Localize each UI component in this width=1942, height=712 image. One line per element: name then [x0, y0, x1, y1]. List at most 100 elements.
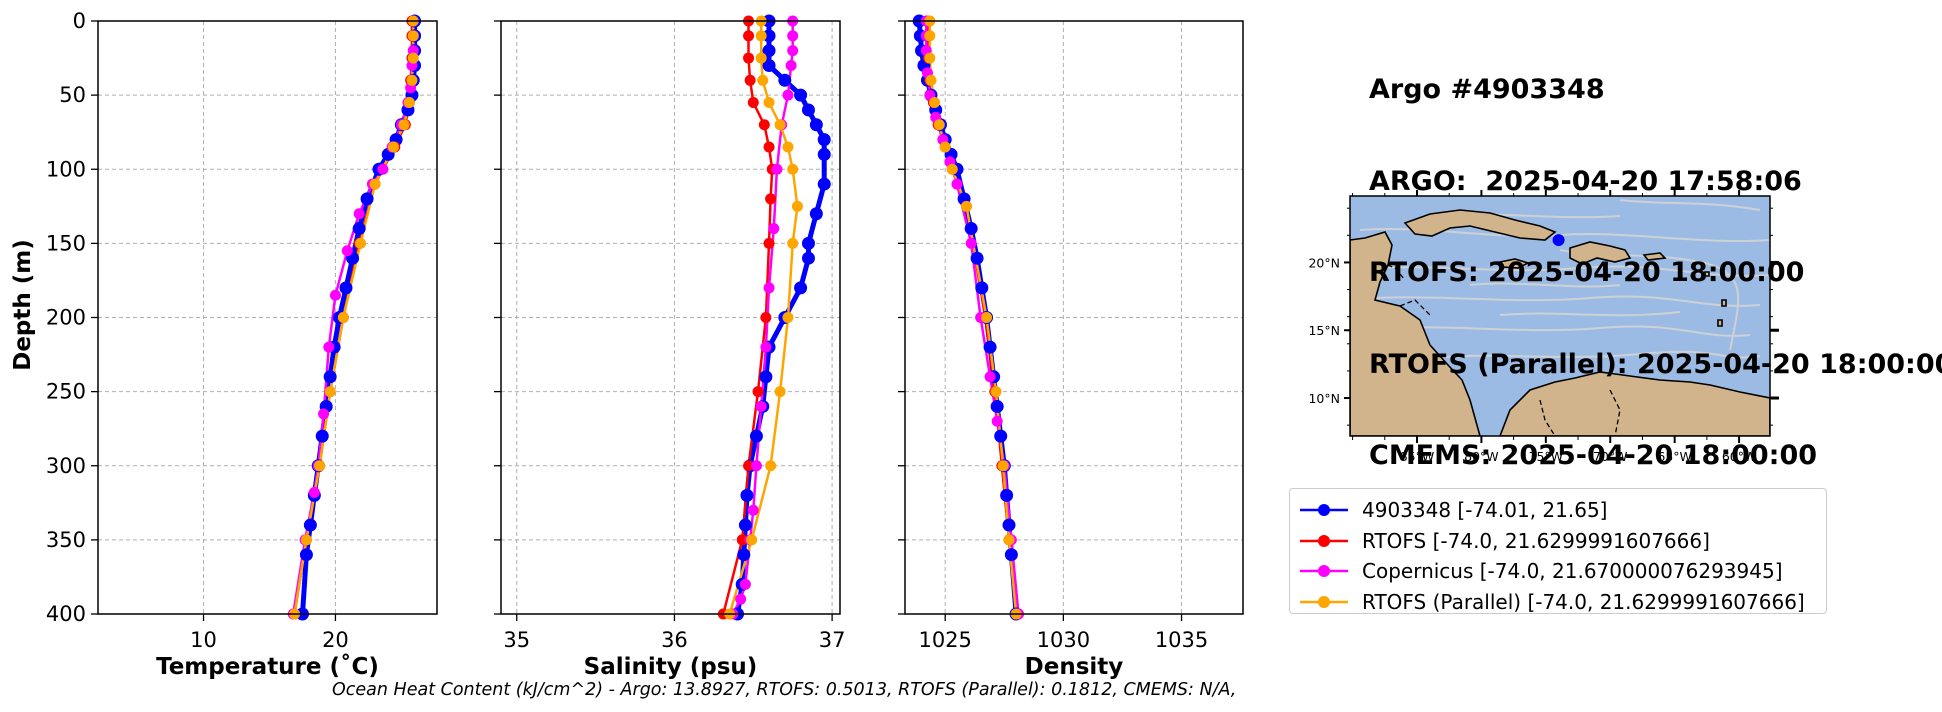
- argo-point: [990, 399, 1004, 413]
- copernicus-point: [323, 341, 335, 353]
- argo-point: [794, 88, 808, 102]
- copernicus-point: [329, 289, 341, 301]
- rtofs-point: [743, 52, 755, 64]
- argo-point: [1000, 488, 1014, 502]
- copernicus-point: [787, 45, 799, 57]
- rtofs-point: [758, 119, 770, 131]
- argo-point: [323, 370, 337, 384]
- x-tick-label: 1025: [918, 628, 971, 652]
- argo-point: [970, 251, 984, 265]
- rtofs-parallel-point: [924, 30, 936, 42]
- argo-point: [315, 429, 329, 443]
- rtofs-parallel-point: [369, 178, 381, 190]
- copernicus-point: [771, 163, 783, 175]
- legend-marker-argo: [1300, 504, 1348, 517]
- copernicus-point: [341, 245, 353, 257]
- legend: 4903348 [-74.01, 21.65] RTOFS [-74.0, 21…: [1289, 488, 1827, 614]
- title-line-float-id: Argo #4903348: [1369, 74, 1605, 105]
- rtofs-parallel-point: [946, 163, 958, 175]
- rtofs-point: [747, 97, 759, 109]
- map-lat-label: 20°N: [1308, 255, 1340, 270]
- rtofs-parallel-point: [787, 163, 799, 175]
- copernicus-point: [768, 223, 780, 235]
- rtofs-point: [763, 141, 775, 153]
- rtofs-parallel-point: [300, 534, 312, 546]
- argo-point: [759, 370, 773, 384]
- rtofs-parallel-point: [929, 97, 941, 109]
- copernicus-point: [760, 341, 772, 353]
- copernicus-point: [787, 30, 799, 42]
- y-tick-label: 300: [46, 454, 86, 478]
- copernicus-point: [747, 504, 759, 516]
- y-tick-label: 100: [46, 157, 86, 181]
- map-lon-label: 85°W: [1400, 449, 1435, 464]
- argo-point: [983, 340, 997, 354]
- argo-point: [794, 281, 808, 295]
- map-lon-label: 65°W: [1657, 449, 1692, 464]
- rtofs-point: [752, 386, 764, 398]
- rtofs-parallel-point: [774, 119, 786, 131]
- y-tick-label: 0: [73, 9, 86, 33]
- map-lon-label: 70°W: [1593, 449, 1628, 464]
- rtofs-parallel-point: [782, 141, 794, 153]
- ocean-heat-content-footer: Ocean Heat Content (kJ/cm^2) - Argo: 13.…: [332, 680, 1237, 700]
- density-chart: 1025 1030 1035 Density: [898, 14, 1244, 680]
- title-line-rtofs-parallel-time: RTOFS (Parallel): 2025-04-20 18:00:00: [1369, 348, 1942, 380]
- legend-item-rtofs: RTOFS [-74.0, 21.6299991607666]: [1298, 526, 1818, 557]
- y-tick-label: 400: [46, 602, 86, 626]
- rtofs-parallel-point: [981, 312, 993, 323]
- x-tick-label: 36: [661, 628, 688, 652]
- rtofs-parallel-point: [933, 119, 945, 131]
- argo-point: [809, 118, 823, 132]
- argo-point: [801, 251, 815, 265]
- y-tick-label: 50: [59, 83, 86, 107]
- rtofs-parallel-point: [314, 460, 326, 472]
- salinity-chart: 35 36 37 Salinity (psu): [494, 14, 846, 680]
- y-axis-label: Depth (m): [10, 239, 36, 371]
- rtofs-parallel-point: [939, 141, 951, 153]
- map-lon-label: 75°W: [1529, 449, 1564, 464]
- legend-item-copernicus: Copernicus [-74.0, 21.670000076293945]: [1298, 556, 1818, 587]
- rtofs-parallel-point: [757, 74, 769, 86]
- rtofs-parallel-point: [387, 141, 399, 153]
- rtofs-point: [736, 534, 748, 546]
- argo-float-marker: [1552, 234, 1565, 247]
- x-tick-label: 1035: [1155, 628, 1208, 652]
- argo-point: [740, 488, 754, 502]
- legend-label-copernicus: Copernicus [-74.0, 21.670000076293945]: [1362, 559, 1783, 584]
- copernicus-point: [991, 415, 1003, 427]
- argo-point: [1002, 518, 1016, 532]
- argo-point: [749, 429, 763, 443]
- rtofs-parallel-point: [324, 386, 336, 398]
- legend-marker-copernicus: [1300, 565, 1348, 578]
- argo-point: [809, 207, 823, 221]
- argo-point: [1004, 548, 1018, 562]
- argo-point: [964, 222, 978, 236]
- rtofs-point: [743, 460, 755, 472]
- x-tick-label: 35: [503, 628, 530, 652]
- argo-point: [817, 133, 831, 147]
- rtofs-parallel-point: [791, 200, 803, 212]
- argo-point: [762, 44, 776, 58]
- copernicus-point: [308, 486, 320, 498]
- map-ticks: 85°W 80°W 75°W 70°W 65°W 60°W 20°N 15°N 10°N: [1308, 190, 1779, 464]
- figure-title: Argo #4903348 ARGO: 2025-04-20 17:58:06 …: [1369, 14, 1942, 502]
- copernicus-point: [965, 237, 977, 249]
- y-tick-label: 200: [46, 306, 86, 330]
- rtofs-point: [743, 30, 755, 42]
- title-line-rtofs-time: RTOFS: 2025-04-20 18:00:00: [1369, 257, 1805, 288]
- argo-point: [737, 548, 751, 562]
- copernicus-point: [353, 208, 365, 220]
- copernicus-point: [984, 371, 996, 383]
- argo-point: [299, 548, 313, 562]
- legend-marker-rtofs: [1300, 534, 1348, 547]
- temperature-chart: 0 50 100 150 200 250 300 350 400 10 20Temperature …: [46, 9, 438, 680]
- map-lat-label: 15°N: [1308, 323, 1340, 338]
- title-line-argo-time: ARGO: 2025-04-20 17:58:06: [1369, 165, 1802, 197]
- rtofs-parallel-point: [997, 460, 1009, 472]
- argo-point: [762, 58, 776, 72]
- legend-item-argo: 4903348 [-74.01, 21.65]: [1298, 495, 1818, 526]
- argo-point: [778, 73, 792, 87]
- x-tick-label: 37: [819, 628, 846, 652]
